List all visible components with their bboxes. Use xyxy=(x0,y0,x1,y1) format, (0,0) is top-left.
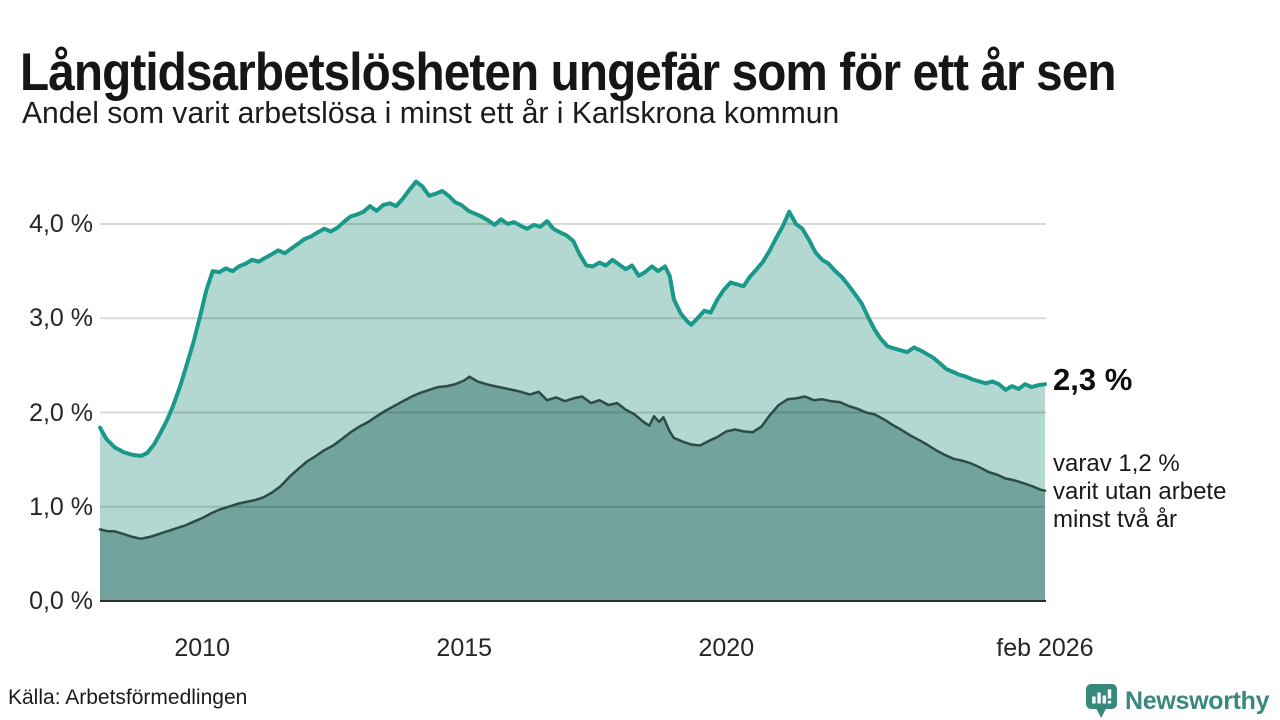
newsworthy-wordmark: Newsworthy xyxy=(1125,686,1270,715)
y-axis-label: 4,0 % xyxy=(29,210,93,238)
line-one-year xyxy=(98,179,1047,458)
area-two-year xyxy=(100,376,1045,601)
line-two-year xyxy=(98,375,1047,541)
chart-lines xyxy=(98,179,1047,541)
y-axis-label: 1,0 % xyxy=(29,492,93,521)
x-axis-label: 2020 xyxy=(698,634,755,662)
bar-chart-glyph xyxy=(1092,689,1112,704)
secondary-value-line3: minst två år xyxy=(1053,506,1178,533)
source-note: Källa: Arbetsförmedlingen xyxy=(8,686,248,709)
y-axis-label: 2,0 % xyxy=(29,398,93,427)
x-axis-label: 2010 xyxy=(174,634,230,662)
page-title: Långtidsarbetslösheten ungefär som för e… xyxy=(20,42,1117,102)
chart-gridlines xyxy=(100,223,1046,508)
latest-value-label: 2,3 % xyxy=(1053,362,1133,397)
secondary-value-label: varav 1,2 % varit utan arbete minst två … xyxy=(1053,450,1226,534)
chart-areas xyxy=(100,181,1045,601)
newsworthy-logo-icon xyxy=(1086,684,1117,718)
x-axis-label: feb 2026 xyxy=(996,634,1094,662)
x-axis-label: 2015 xyxy=(436,634,493,662)
page-subtitle: Andel som varit arbetslösa i minst ett å… xyxy=(22,95,840,130)
y-axis-label: 3,0 % xyxy=(29,304,93,333)
secondary-value-line1: varav 1,2 % xyxy=(1053,450,1180,477)
y-axis-label: 0,0 % xyxy=(29,587,93,615)
newsworthy-logo: Newsworthy xyxy=(1085,683,1270,719)
secondary-value-line2: varit utan arbete xyxy=(1053,478,1227,505)
